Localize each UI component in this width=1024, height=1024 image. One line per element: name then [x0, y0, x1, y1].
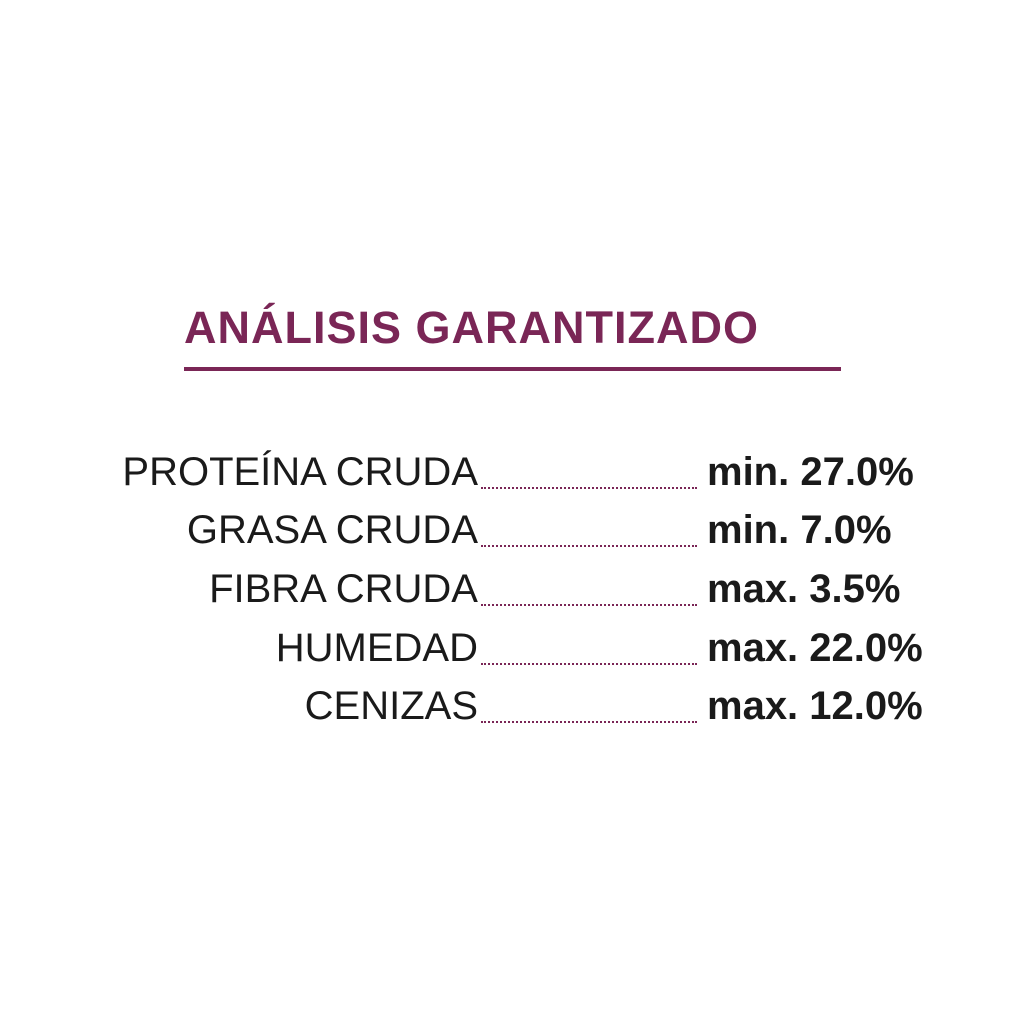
analysis-row: PROTEÍNA CRUDA min. 27.0%: [0, 438, 1024, 496]
dotted-leader: [481, 604, 697, 606]
nutrient-value: max. 12.0%: [707, 684, 923, 728]
page-title: ANÁLISIS GARANTIZADO: [184, 302, 759, 353]
analysis-row: CENIZAS max. 12.0%: [0, 672, 1024, 730]
nutrient-value: min. 27.0%: [707, 450, 914, 494]
nutrient-label: HUMEDAD: [275, 626, 478, 670]
nutrient-label: CENIZAS: [304, 684, 478, 728]
nutrient-label: PROTEÍNA CRUDA: [122, 450, 478, 494]
analysis-row: FIBRA CRUDA max. 3.5%: [0, 555, 1024, 613]
nutrient-value: max. 3.5%: [707, 567, 901, 611]
nutrient-label: GRASA CRUDA: [186, 508, 478, 552]
analysis-row: HUMEDAD max. 22.0%: [0, 614, 1024, 672]
dotted-leader: [481, 545, 697, 547]
nutrient-label: FIBRA CRUDA: [209, 567, 478, 611]
dotted-leader: [481, 663, 697, 665]
title-underline: [184, 367, 841, 371]
nutrient-value: max. 22.0%: [707, 626, 923, 670]
nutrient-value: min. 7.0%: [707, 508, 892, 552]
analysis-row: GRASA CRUDA min. 7.0%: [0, 496, 1024, 554]
dotted-leader: [481, 487, 697, 489]
dotted-leader: [481, 721, 697, 723]
